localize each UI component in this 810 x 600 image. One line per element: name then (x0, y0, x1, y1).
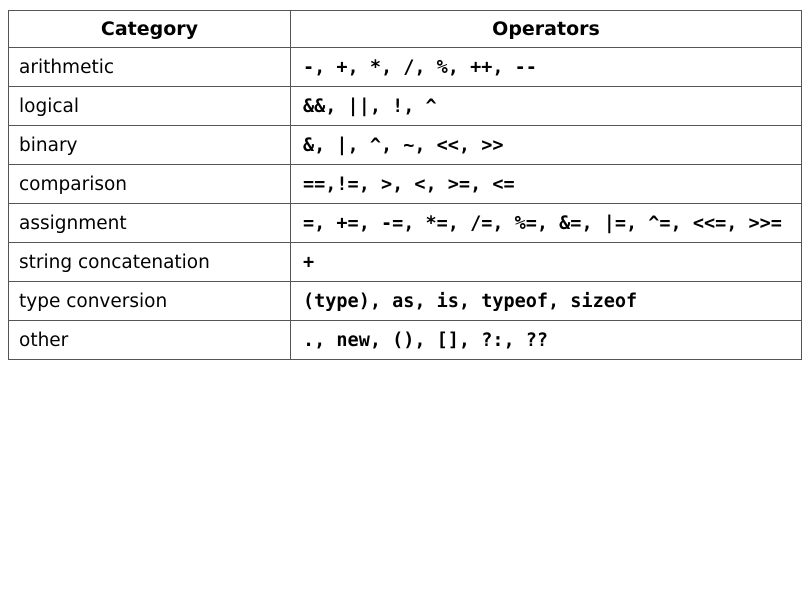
table-row: other ., new, (), [], ?:, ?? (8, 320, 802, 360)
table-header-row: Category Operators (8, 10, 802, 48)
operators-cell: + (290, 242, 802, 282)
table-row: type conversion (type), as, is, typeof, … (8, 281, 802, 321)
table-row: comparison ==,!=, >, <, >=, <= (8, 164, 802, 204)
operators-cell: (type), as, is, typeof, sizeof (290, 281, 802, 321)
table-row: binary &, |, ^, ~, <<, >> (8, 125, 802, 165)
table-row: arithmetic -, +, *, /, %, ++, -- (8, 47, 802, 87)
table-row: assignment =, +=, -=, *=, /=, %=, &=, |=… (8, 203, 802, 243)
table-row: string concatenation + (8, 242, 802, 282)
operators-cell: -, +, *, /, %, ++, -- (290, 47, 802, 87)
operators-cell: &, |, ^, ~, <<, >> (290, 125, 802, 165)
header-category: Category (8, 10, 291, 48)
category-cell: binary (8, 125, 291, 165)
category-cell: assignment (8, 203, 291, 243)
header-operators: Operators (290, 10, 802, 48)
table-row: logical &&, ||, !, ^ (8, 86, 802, 126)
operators-table: Category Operators arithmetic -, +, *, /… (8, 10, 802, 360)
category-cell: logical (8, 86, 291, 126)
category-cell: type conversion (8, 281, 291, 321)
category-cell: comparison (8, 164, 291, 204)
category-cell: arithmetic (8, 47, 291, 87)
operators-cell: ==,!=, >, <, >=, <= (290, 164, 802, 204)
operators-cell: &&, ||, !, ^ (290, 86, 802, 126)
operators-cell: ., new, (), [], ?:, ?? (290, 320, 802, 360)
operators-cell: =, +=, -=, *=, /=, %=, &=, |=, ^=, <<=, … (290, 203, 802, 243)
category-cell: string concatenation (8, 242, 291, 282)
category-cell: other (8, 320, 291, 360)
